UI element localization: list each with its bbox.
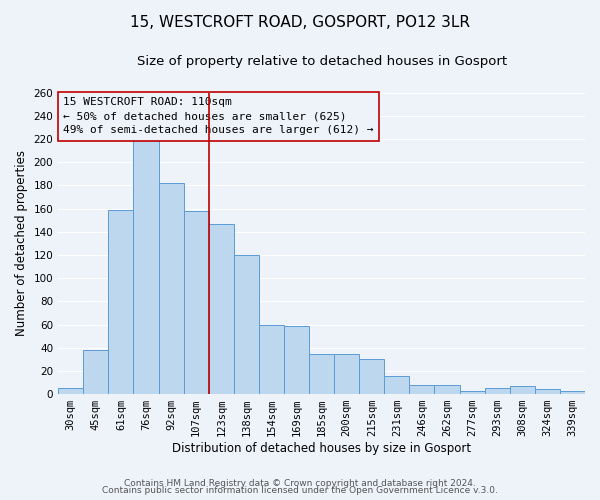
Bar xyxy=(184,211,209,394)
Bar xyxy=(535,390,560,394)
Y-axis label: Number of detached properties: Number of detached properties xyxy=(15,150,28,336)
Bar xyxy=(510,386,535,394)
Bar xyxy=(560,390,585,394)
Bar xyxy=(58,388,83,394)
Bar xyxy=(460,390,485,394)
Title: Size of property relative to detached houses in Gosport: Size of property relative to detached ho… xyxy=(137,55,506,68)
Bar xyxy=(334,354,359,394)
Text: Contains HM Land Registry data © Crown copyright and database right 2024.: Contains HM Land Registry data © Crown c… xyxy=(124,478,476,488)
Bar xyxy=(385,376,409,394)
Bar xyxy=(359,360,385,394)
Bar xyxy=(133,140,158,394)
Bar xyxy=(209,224,234,394)
Bar xyxy=(259,324,284,394)
Text: 15 WESTCROFT ROAD: 110sqm
← 50% of detached houses are smaller (625)
49% of semi: 15 WESTCROFT ROAD: 110sqm ← 50% of detac… xyxy=(64,98,374,136)
Bar xyxy=(234,255,259,394)
Bar xyxy=(284,326,309,394)
X-axis label: Distribution of detached houses by size in Gosport: Distribution of detached houses by size … xyxy=(172,442,471,455)
Text: Contains public sector information licensed under the Open Government Licence v.: Contains public sector information licen… xyxy=(102,486,498,495)
Bar xyxy=(434,385,460,394)
Bar xyxy=(109,210,133,394)
Text: 15, WESTCROFT ROAD, GOSPORT, PO12 3LR: 15, WESTCROFT ROAD, GOSPORT, PO12 3LR xyxy=(130,15,470,30)
Bar xyxy=(83,350,109,394)
Bar xyxy=(158,183,184,394)
Bar xyxy=(309,354,334,394)
Bar xyxy=(485,388,510,394)
Bar xyxy=(409,385,434,394)
